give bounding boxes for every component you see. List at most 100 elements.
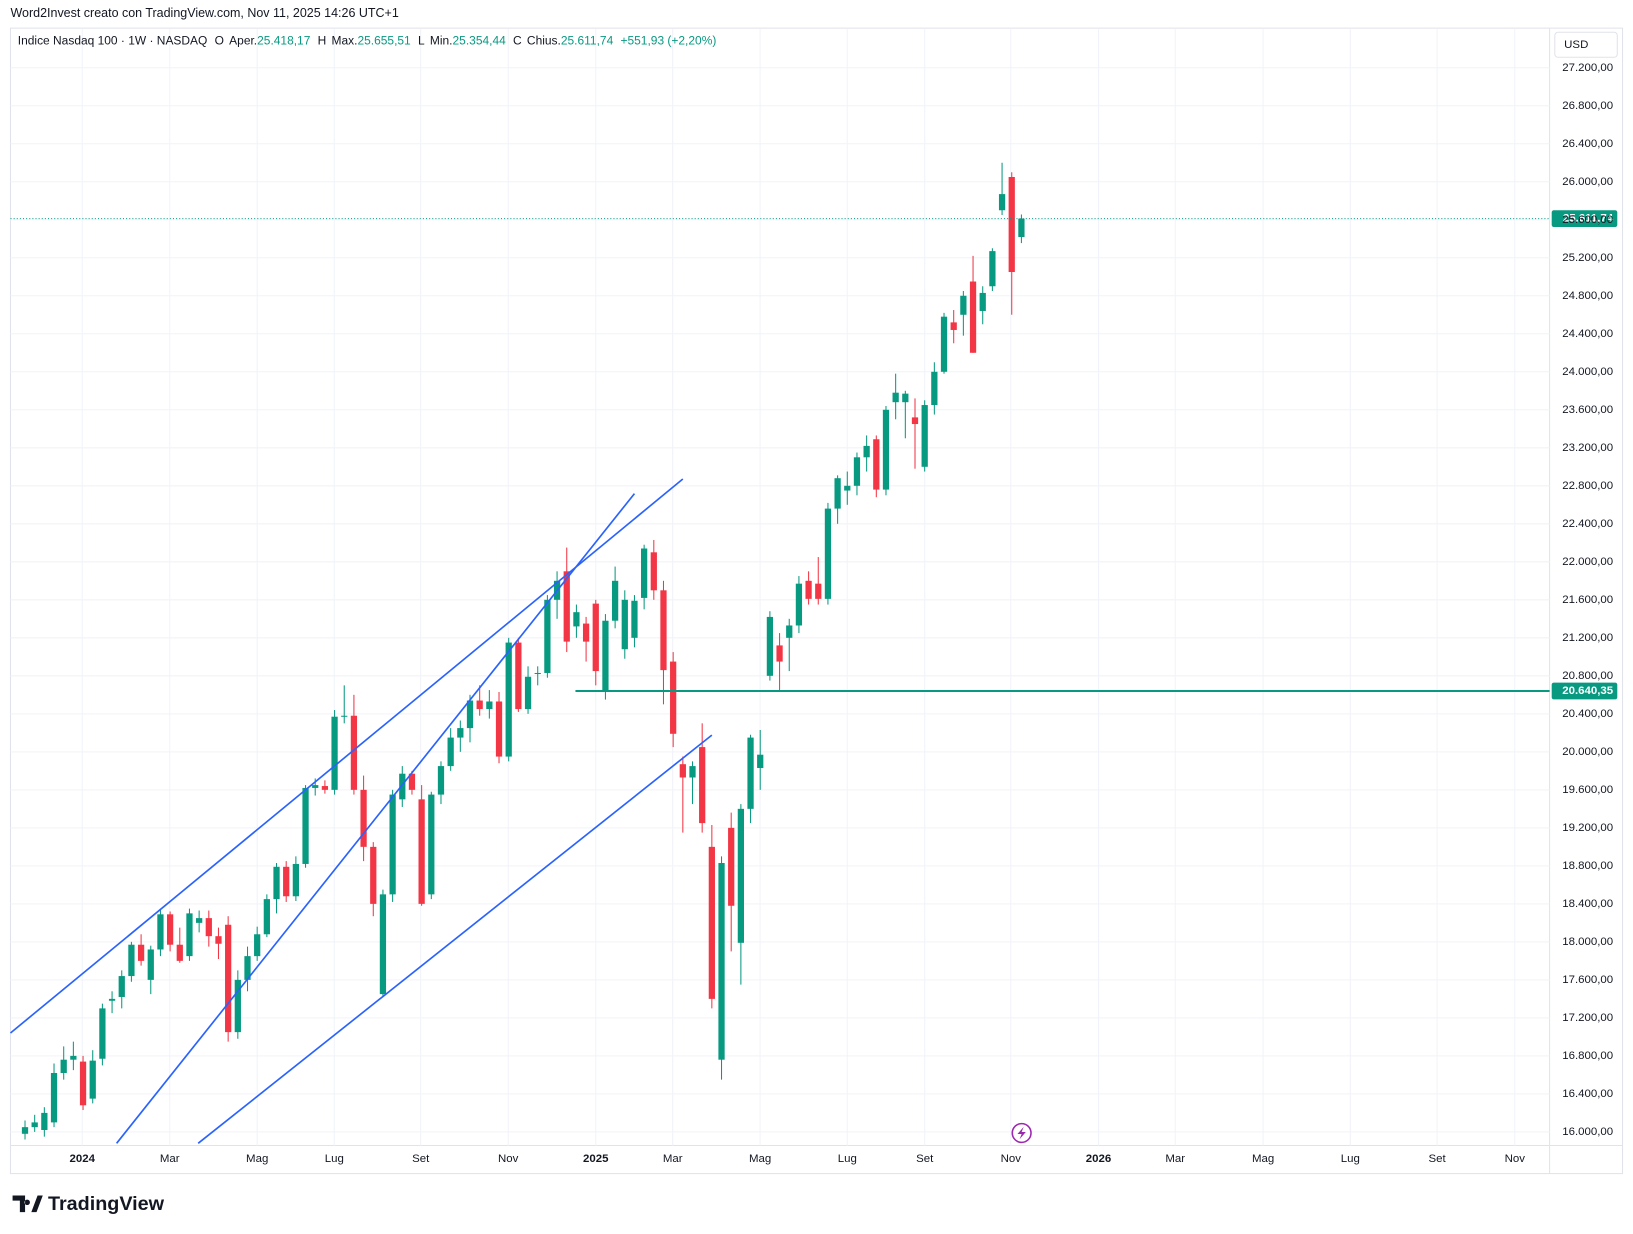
x-tick-label: Set	[916, 1153, 934, 1165]
legend-name: Min.	[430, 34, 453, 48]
y-tick-label: 26.000,00	[1562, 176, 1613, 188]
y-tick-label: 18.800,00	[1562, 860, 1613, 872]
candle-body	[350, 715, 358, 790]
legend-key: L	[418, 34, 425, 48]
y-tick-label: 17.600,00	[1562, 974, 1613, 986]
legend-key: O	[215, 34, 224, 48]
legend-key: H	[318, 34, 327, 48]
candle-body	[805, 580, 812, 599]
x-tick-label: Nov	[1001, 1153, 1022, 1165]
candle-body	[50, 1072, 58, 1123]
x-tick-label: Lug	[1341, 1153, 1360, 1165]
candle-body	[147, 949, 154, 980]
candle-body	[341, 715, 348, 717]
candle-body	[447, 737, 454, 767]
event-icon[interactable]	[1011, 1122, 1032, 1144]
candle-body	[408, 773, 416, 790]
candle-body	[718, 863, 725, 1060]
y-tick-label: 19.600,00	[1562, 784, 1613, 796]
legend-name: Max.	[332, 34, 358, 48]
candle-body	[79, 1061, 87, 1106]
candle-body	[573, 612, 580, 627]
candle-body	[244, 956, 251, 980]
y-tick-label: 21.600,00	[1562, 594, 1613, 606]
y-tick-label: 24.400,00	[1562, 328, 1613, 340]
candle-body	[708, 846, 715, 999]
price-label: 20.640,35	[1562, 685, 1614, 697]
x-tick-label: Mar	[663, 1153, 683, 1165]
y-tick-label: 17.200,00	[1562, 1012, 1613, 1024]
y-tick-label: 16.400,00	[1562, 1088, 1613, 1100]
candle-body	[1008, 177, 1015, 273]
currency: USD	[1564, 39, 1588, 51]
candle-body	[776, 645, 783, 662]
frame	[9, 27, 1624, 1175]
brand-logo: TradingView	[12, 1193, 165, 1215]
candle-body	[863, 445, 870, 458]
trend-line	[197, 734, 713, 1144]
candle-body	[21, 1127, 29, 1134]
legend-symbol: Indice Nasdaq 100 · 1W · NASDAQ	[18, 34, 208, 48]
candle-body	[969, 281, 977, 353]
candle-body	[931, 371, 938, 406]
y-tick-label: 20.400,00	[1562, 708, 1613, 720]
candle-body	[108, 998, 116, 1001]
overlay: 20.640,35 25.611,74	[9, 210, 1618, 1144]
trend-line	[115, 493, 636, 1144]
x-tick-label: Set	[412, 1153, 430, 1165]
legend-value: 25.418,17	[257, 34, 311, 48]
x-tick-label: 2025	[583, 1153, 609, 1165]
candle-body	[273, 866, 280, 900]
candle-body	[844, 485, 851, 491]
x-tick-label: Mag	[1252, 1153, 1274, 1165]
y-tick-label: 22.800,00	[1562, 480, 1613, 492]
candle-body	[60, 1059, 67, 1073]
candle-body	[515, 642, 522, 710]
candle-body	[989, 251, 996, 287]
candle-body	[940, 316, 948, 372]
candle-body	[466, 700, 474, 729]
candle-body	[302, 787, 309, 864]
candle-body	[766, 616, 774, 676]
candle-body	[660, 590, 667, 671]
y-tick-label: 23.600,00	[1562, 404, 1613, 416]
currency-box[interactable]	[1554, 31, 1618, 58]
legend-name: Chius.	[527, 34, 561, 48]
candle-body	[786, 625, 793, 638]
y-tick-label: 19.200,00	[1562, 822, 1613, 834]
candle-body	[602, 620, 609, 692]
x-tick-label: Nov	[498, 1153, 519, 1165]
candle-body	[186, 913, 193, 957]
y-tick-label: 25.600,00	[1562, 214, 1613, 226]
candle-body	[873, 439, 880, 490]
candle-body	[911, 417, 919, 425]
candle-body	[853, 457, 861, 486]
x-tick-label: Lug	[325, 1153, 344, 1165]
candle-body	[815, 583, 822, 599]
candle-body	[834, 478, 841, 509]
candle-body	[225, 924, 232, 1033]
candle-body	[321, 786, 329, 790]
legend-key: C	[513, 34, 522, 48]
x-tick-label: 2026	[1086, 1153, 1111, 1165]
x-tick-label: Mar	[1165, 1153, 1185, 1165]
price-label-box	[1551, 682, 1618, 700]
candle-body	[437, 766, 445, 795]
y-tick-label: 27.200,00	[1562, 62, 1613, 74]
candle-body	[215, 936, 222, 944]
candle-body	[641, 548, 648, 598]
candle-body	[882, 409, 890, 490]
y-tick-label: 18.400,00	[1562, 898, 1613, 910]
candle-body	[31, 1122, 38, 1128]
candle-body	[650, 552, 657, 591]
candle-body	[312, 785, 319, 788]
y-tick-label: 26.800,00	[1562, 100, 1613, 112]
candle-body	[582, 623, 590, 642]
plot	[21, 162, 1025, 1140]
candle-body	[99, 1008, 106, 1059]
candle-body	[495, 701, 503, 757]
y-tick-label: 21.200,00	[1562, 632, 1613, 644]
legend-value: 25.655,51	[357, 34, 411, 48]
candle-body	[331, 716, 338, 790]
